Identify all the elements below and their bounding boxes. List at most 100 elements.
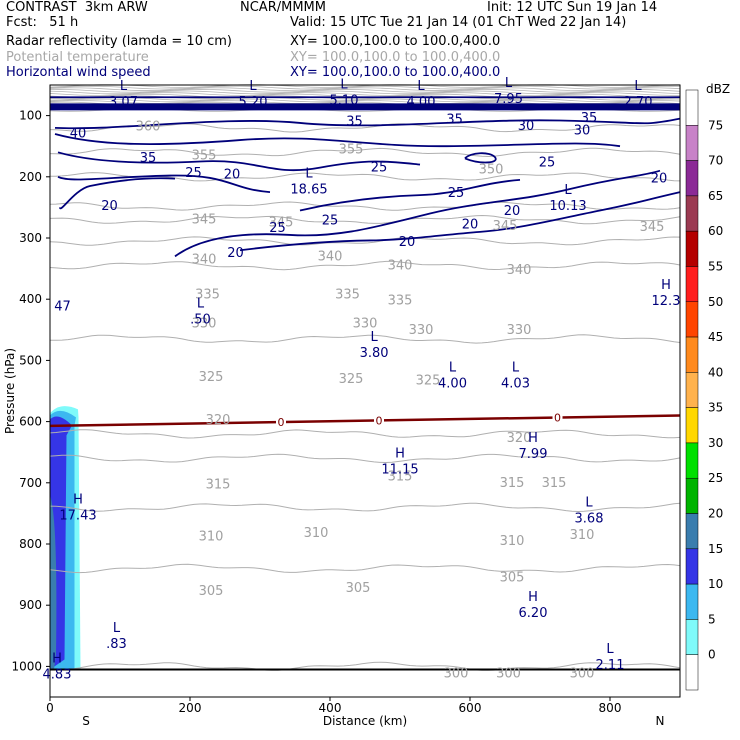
theta-label: 330 — [409, 323, 434, 338]
wind-max-band — [50, 103, 680, 111]
theta-contour-upper-band — [49, 92, 681, 96]
theta-label: 310 — [304, 526, 329, 541]
colorbar-level-label: 40 — [708, 365, 723, 379]
y-tick-label: 1000 — [11, 659, 42, 673]
theta-label: 315 — [542, 476, 567, 491]
y-tick-label: 800 — [19, 537, 42, 551]
theta-label: 340 — [318, 249, 343, 264]
extremum-marker: H — [52, 651, 62, 666]
theta-label: 310 — [500, 534, 525, 549]
y-tick-label: 700 — [19, 476, 42, 490]
wind-label: 35 — [346, 114, 363, 129]
extremum-marker: L — [120, 79, 128, 94]
theta-contour-line — [49, 563, 681, 574]
colorbar-swatch — [685, 195, 699, 232]
wind-label: 40 — [70, 127, 87, 142]
colorbar-swatch — [685, 548, 699, 585]
colorbar-swatch — [685, 125, 699, 161]
theta-label: 335 — [195, 287, 220, 302]
colorbar-level-label: 50 — [708, 295, 723, 309]
theta-label: 315 — [500, 476, 525, 491]
theta-contour-line — [49, 502, 681, 513]
extremum-marker: L — [449, 361, 457, 376]
theta-contour-upper-band — [49, 89, 681, 93]
theta-label: 340 — [507, 263, 532, 278]
theta-contour-line — [49, 236, 681, 246]
colorbar-level-label: 5 — [708, 612, 716, 626]
theta-label: 315 — [388, 470, 413, 485]
zero-isotherm-line — [49, 414, 681, 428]
colorbar-level-label: 0 — [708, 648, 716, 662]
theta-contour-upper-band — [49, 98, 681, 103]
extremum-value: 7.99 — [519, 447, 548, 462]
colorbar-swatch — [685, 160, 699, 197]
colorbar-level-label: 55 — [708, 259, 723, 273]
wind-label: 20 — [462, 217, 479, 232]
theta-contour-line — [49, 429, 681, 439]
extremum-value: 3.80 — [360, 346, 389, 361]
extremum-marker: H — [528, 590, 538, 605]
theta-contour-upper-band — [49, 100, 681, 104]
extremum-value: 10.13 — [549, 199, 586, 214]
colorbar-swatch — [685, 336, 699, 373]
wind-label: 35 — [446, 113, 463, 128]
colorbar-level-label: 45 — [708, 330, 723, 344]
extremum-value: 5.10 — [330, 93, 359, 108]
theta-label: 325 — [199, 370, 224, 385]
extremum-value: 2.11 — [596, 658, 625, 673]
colorbar-level-label: 20 — [708, 507, 723, 521]
x-tick-label: 0 — [46, 701, 54, 715]
reflectivity-20dbz-area — [50, 495, 57, 670]
zero-isotherm-label-bg — [552, 412, 563, 423]
x-end-label-south: S — [82, 714, 90, 728]
theta-contour-upper-band — [49, 90, 681, 95]
wind-speed-contour — [464, 152, 497, 164]
theta-contour-line — [49, 147, 681, 158]
wind-label: 25 — [539, 156, 556, 171]
theta-label: 305 — [199, 584, 224, 599]
extremum-value: 5.20 — [239, 95, 268, 110]
extremum-marker: L — [249, 79, 257, 94]
theta-contour-line — [49, 214, 681, 225]
colorbar-swatch — [685, 442, 699, 479]
wind-speed-contour — [239, 191, 681, 252]
model-title: CONTRAST 3km ARW — [6, 0, 148, 15]
wind-label: 30 — [518, 119, 535, 134]
field-wind-name: Horizontal wind speed — [6, 65, 151, 80]
theta-contour-line — [49, 260, 681, 271]
zero-isotherm-label: 0 — [278, 416, 285, 429]
y-tick-label: 600 — [19, 415, 42, 429]
y-tick-label: 900 — [19, 598, 42, 612]
theta-contour-upper-band — [49, 87, 681, 92]
theta-label: 300 — [570, 667, 595, 682]
theta-contour-line — [49, 453, 681, 464]
extremum-marker: H — [73, 492, 83, 507]
extremum-marker: H — [661, 278, 671, 293]
colorbar-level-label: 60 — [708, 224, 723, 238]
theta-label: 355 — [192, 148, 217, 163]
plot-frame — [49, 84, 681, 698]
colorbar-swatch — [685, 230, 699, 267]
y-tick-label: 100 — [19, 109, 42, 123]
theta-label: 305 — [346, 581, 371, 596]
extremum-value: 4.00 — [438, 377, 467, 392]
theta-label: 355 — [339, 142, 364, 157]
wind-speed-contour — [54, 117, 681, 130]
extremum-value: 4.03 — [501, 377, 530, 392]
wind-label: 25 — [322, 214, 339, 229]
theta-label: 345 — [640, 220, 665, 235]
forecast-hour: Fcst: 51 h — [6, 15, 79, 30]
org-label: NCAR/MMMM — [240, 0, 326, 15]
colorbar-level-label: 30 — [708, 436, 723, 450]
theta-label: 315 — [206, 478, 231, 493]
wind-speed-contour — [174, 169, 661, 258]
extremum-marker: L — [505, 76, 513, 91]
theta-contour-upper-band — [49, 95, 681, 99]
extremum-marker: L — [305, 167, 313, 182]
colorbar-swatch — [685, 301, 699, 338]
init-time: Init: 12 UTC Sun 19 Jan 14 — [487, 0, 658, 15]
valid-time: Valid: 15 UTC Tue 21 Jan 14 (01 ChT Wed … — [290, 15, 627, 30]
extremum-marker: L — [113, 621, 121, 636]
